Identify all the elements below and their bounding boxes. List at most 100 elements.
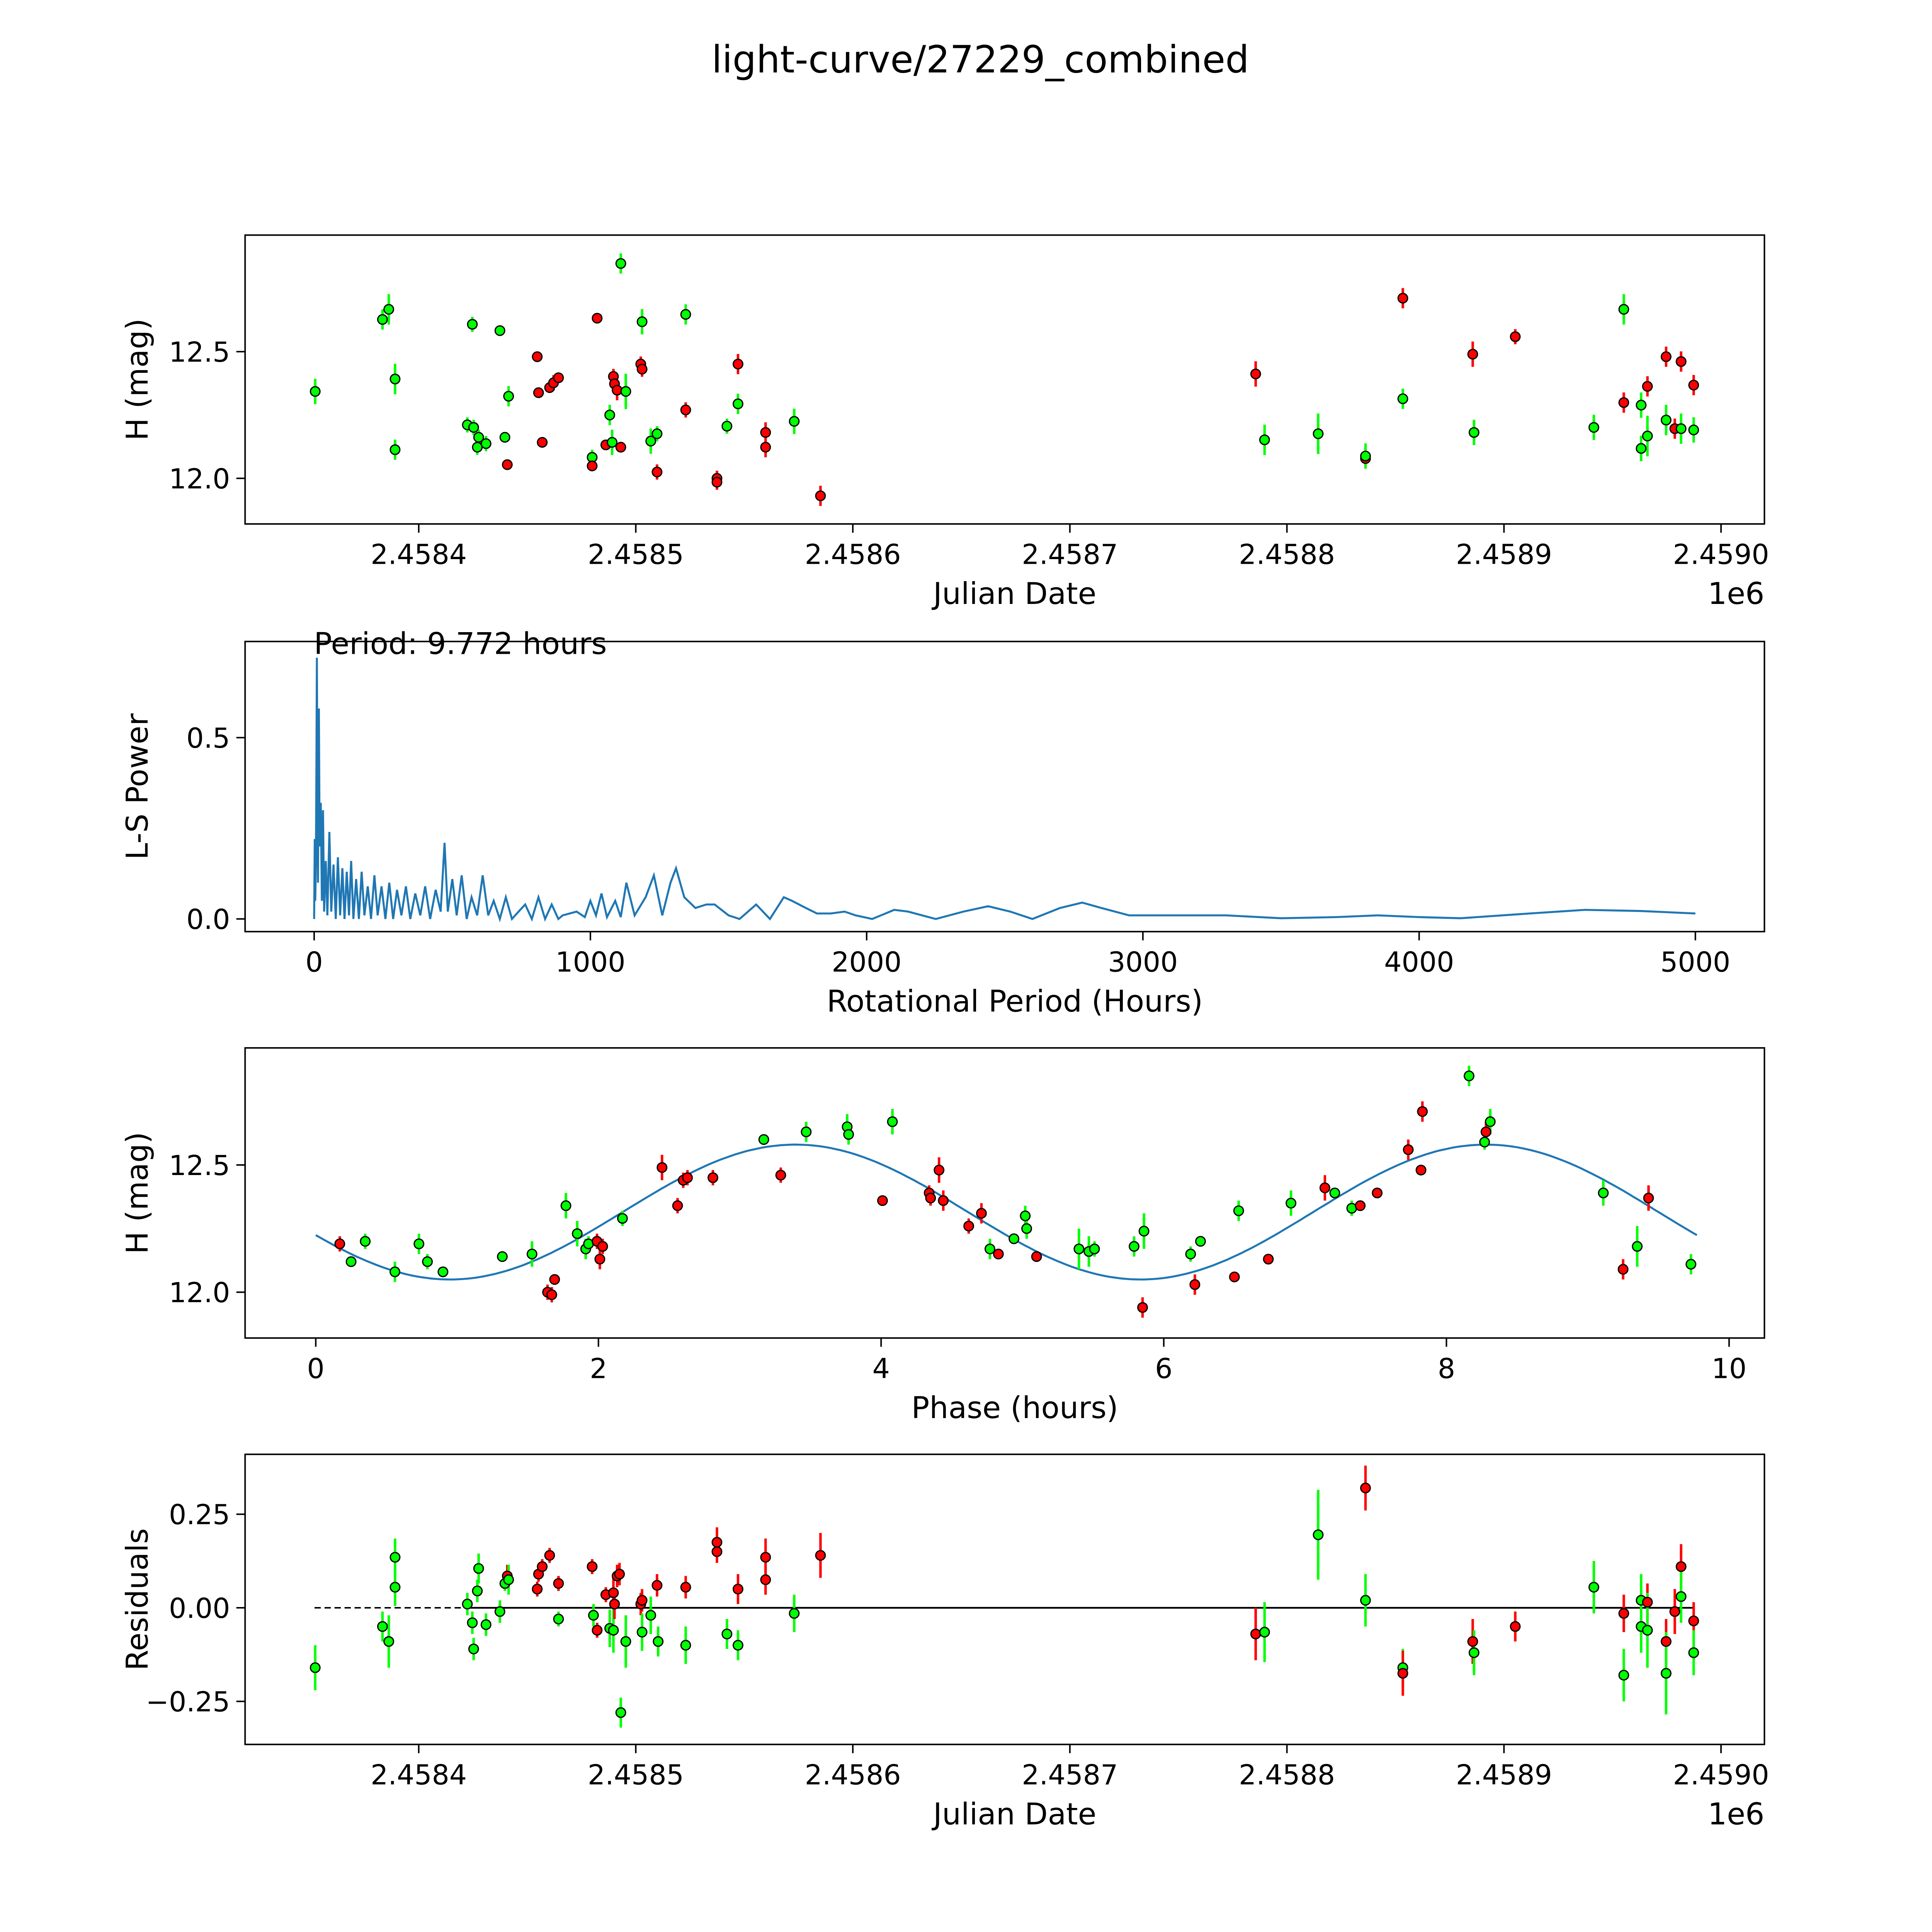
data-point (615, 1707, 626, 1718)
data-point (587, 460, 598, 471)
data-point (938, 1195, 949, 1206)
data-point (383, 304, 395, 315)
data-point (1189, 1279, 1201, 1290)
data-point (1355, 1200, 1366, 1211)
data-point (1468, 427, 1480, 438)
x-axis-label: Phase (hours) (911, 1391, 1118, 1425)
axes-frame (244, 641, 1765, 932)
data-point (1685, 1259, 1697, 1270)
data-point (1485, 1116, 1496, 1127)
data-point (377, 314, 388, 325)
data-point (1617, 1264, 1629, 1275)
x-tick-label: 8 (1438, 1352, 1455, 1384)
data-point (1618, 397, 1629, 408)
data-point (620, 1636, 631, 1647)
data-point (1618, 304, 1629, 315)
data-point (594, 1253, 605, 1265)
data-point (1360, 1595, 1371, 1606)
figure-title: light-curve/27229_combined (712, 38, 1249, 82)
data-point (1688, 379, 1699, 391)
x-tick-label: 2 (590, 1352, 607, 1384)
data-point (877, 1195, 888, 1206)
y-axis-label: L-S Power (120, 713, 155, 860)
data-point (801, 1126, 812, 1138)
x-tick-label: 2.4585 (588, 1759, 684, 1791)
data-point (413, 1238, 425, 1250)
data-point (612, 384, 623, 396)
data-point (645, 1610, 656, 1621)
data-point (1468, 1647, 1480, 1658)
data-point (707, 1172, 718, 1183)
data-point (1137, 1302, 1148, 1313)
data-point (1397, 1668, 1408, 1679)
data-point (473, 1563, 484, 1574)
data-point (636, 1627, 648, 1638)
data-point (733, 1639, 743, 1651)
x-tick-label: 3000 (1108, 946, 1178, 978)
data-point (1660, 415, 1672, 426)
data-point (1138, 1226, 1150, 1237)
axes-frame (244, 1453, 1765, 1745)
x-tick-label: 0 (307, 1352, 325, 1384)
axes-frame (244, 1047, 1765, 1339)
data-point (620, 386, 631, 397)
x-axis-label: Rotational Period (Hours) (827, 984, 1203, 1019)
x-tick-label: 2.4589 (1456, 1759, 1552, 1791)
data-point (636, 364, 648, 375)
data-point (1233, 1205, 1244, 1216)
data-point (963, 1221, 974, 1231)
data-point (497, 1251, 508, 1262)
data-point (711, 1546, 723, 1557)
y-tick-label: 0.25 (169, 1499, 230, 1531)
data-point (437, 1266, 449, 1277)
x-tick-label: 2.4590 (1673, 1759, 1769, 1791)
data-point (360, 1236, 371, 1247)
data-point (608, 1587, 619, 1599)
data-point (1417, 1106, 1428, 1117)
data-point (604, 410, 615, 420)
data-point (310, 1662, 321, 1673)
data-point (1642, 1625, 1653, 1636)
periodogram-panel: 0 1000 2000 3000 4000 5000 0.0 0.5 Rotational Pe… (120, 627, 1765, 1019)
data-point (1688, 1615, 1699, 1626)
x-tick-label: 5000 (1660, 946, 1730, 978)
data-point (925, 1192, 936, 1204)
data-point (1660, 1668, 1672, 1679)
data-point (1397, 393, 1408, 404)
x-tick-label: 10 (1712, 1352, 1747, 1384)
data-point (544, 1550, 555, 1561)
data-point (1360, 451, 1371, 462)
data-point (607, 437, 618, 448)
data-point (1031, 1251, 1042, 1262)
y-tick-label: 0.0 (186, 903, 230, 935)
model-fit-curve (315, 1143, 1697, 1281)
data-point (553, 372, 564, 383)
data-point (760, 427, 771, 438)
data-point (345, 1256, 357, 1267)
data-point (1660, 1636, 1672, 1647)
data-point (1642, 381, 1653, 392)
data-point (1618, 1608, 1629, 1619)
data-point (733, 359, 743, 370)
data-point (1510, 331, 1521, 342)
data-point (789, 416, 800, 427)
x-tick-label: 2.4584 (371, 539, 467, 571)
x-tick-label: 6 (1155, 1352, 1172, 1384)
data-point (1636, 443, 1647, 454)
data-point (462, 1599, 473, 1610)
data-point (499, 432, 510, 443)
data-point (1632, 1241, 1643, 1252)
data-point (467, 1617, 478, 1628)
data-point (1263, 1253, 1274, 1265)
x-tick-label: 4000 (1384, 946, 1454, 978)
data-point (1313, 1529, 1324, 1540)
y-axis-label: H (mag) (120, 1132, 155, 1254)
data-point (760, 442, 771, 453)
data-point (1250, 1628, 1261, 1639)
y-axis-label: Residuals (120, 1528, 155, 1670)
data-point (1479, 1136, 1490, 1148)
data-point (608, 1625, 619, 1636)
data-point (1195, 1236, 1206, 1247)
data-point (532, 1583, 543, 1595)
